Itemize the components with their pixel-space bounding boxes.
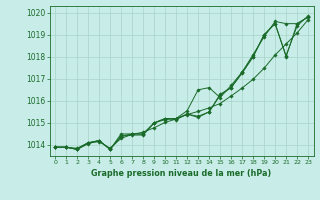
X-axis label: Graphe pression niveau de la mer (hPa): Graphe pression niveau de la mer (hPa)	[92, 169, 272, 178]
